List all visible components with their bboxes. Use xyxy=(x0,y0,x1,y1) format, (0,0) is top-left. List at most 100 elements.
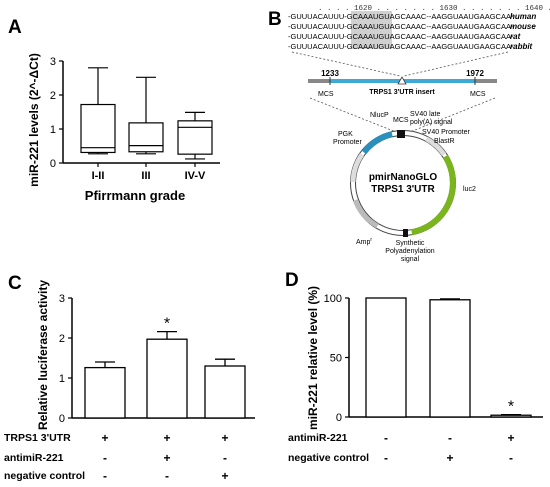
c-y-tick-label: 0 xyxy=(59,413,65,425)
species-human: human xyxy=(510,12,536,21)
a-x-tick-label: IV-V xyxy=(185,170,206,182)
insert-label: TRPS1 3'UTR insert xyxy=(369,89,435,96)
panel-b-plasmid-diagram: B . . . . 1620 . . . . . . . 1630 . . . … xyxy=(268,5,550,263)
luc2-segment xyxy=(411,154,456,236)
feature-synthetic-1: Synthetic xyxy=(396,240,425,247)
a-x-tick-label: III xyxy=(141,170,150,182)
c-condition-label: negative control xyxy=(4,470,85,482)
panel-a-boxplot: A miR-221 levels (2^-ΔCt) Pfirrmann grad… xyxy=(8,17,220,203)
feature-ampr-sup: r xyxy=(370,237,372,243)
c-condition-sign: - xyxy=(165,469,169,483)
synthetic-polya-marker xyxy=(403,229,408,237)
zoom-line-left xyxy=(291,51,401,77)
feature-luc2: luc2 xyxy=(463,186,476,193)
mcs-left-label: MCS xyxy=(318,91,334,98)
feature-ampr-text: Amp xyxy=(356,239,371,246)
vector-bar-left xyxy=(308,79,330,83)
d-condition-sign: - xyxy=(384,451,388,465)
panel-a-letter: A xyxy=(8,17,22,38)
c-significance-star: * xyxy=(164,316,170,333)
panel-a-y-label-text: miR-221 levels (2^-ΔCt) xyxy=(27,53,41,187)
a-y-tick-label: 0 xyxy=(50,158,56,170)
feature-pgk-2: Promoter xyxy=(333,139,362,146)
plasmid-name: pmirNanoGLO xyxy=(369,172,438,183)
sequence-mouse: -GUUUACAUUU-GCAAAUGUAGCAAAC--AAGGUAAUGAA… xyxy=(288,22,514,31)
sequence-human: -GUUUACAUUU-GCAAAUGUAGCAAAC--AAGGUAAUGAA… xyxy=(288,12,514,21)
d-condition-sign: - xyxy=(384,431,388,445)
a-x-tick-label: I-II xyxy=(92,170,105,182)
panel-d-letter: D xyxy=(285,270,299,291)
c-condition-sign: + xyxy=(163,451,170,465)
feature-nlucp: NlucP xyxy=(370,112,389,119)
plasmid-subtitle: TRPS1 3'UTR xyxy=(371,184,435,195)
feature-mcs: MCS xyxy=(393,117,409,124)
mcs-right-label: MCS xyxy=(470,91,486,98)
panel-a-x-label: Pfirrmann grade xyxy=(85,188,185,203)
sequence-rat: -GUUUACAUUU-GCAAAUGUAGCAAAC--AAGGUAAUGAA… xyxy=(288,32,514,41)
a-y-tick-label: 1 xyxy=(50,124,56,136)
c-y-tick-label: 3 xyxy=(59,293,65,305)
c-condition-label: TRPS1 3'UTR xyxy=(4,432,71,444)
feature-sv40-promoter: SV40 Promoter xyxy=(422,129,471,136)
c-condition-label: antimiR-221 xyxy=(4,452,64,464)
c-condition-sign: + xyxy=(221,431,228,445)
feature-ampr: Ampr xyxy=(356,237,372,246)
insert-end-position: 1972 xyxy=(466,69,484,78)
c-bar xyxy=(204,365,246,419)
panel-d-mir221-bars: D miR-221 relative level (%) 0 50 100 * anti… xyxy=(285,270,543,465)
d-condition-sign: + xyxy=(446,451,453,465)
c-condition-sign: + xyxy=(101,431,108,445)
d-condition-sign: - xyxy=(509,451,513,465)
a-y-tick-label: 2 xyxy=(50,90,56,102)
species-mouse: mouse xyxy=(510,22,536,31)
c-condition-sign: - xyxy=(103,469,107,483)
sequence-rabbit: -GUUUACAUUU-GCAAAUGUAGCAAAC--AAGGUAAUGAA… xyxy=(288,42,514,51)
insert-line-right xyxy=(409,97,496,133)
panel-c-y-label: Relative luciferase activity xyxy=(36,280,50,430)
zoom-line-right xyxy=(403,51,509,77)
c-condition-sign: + xyxy=(163,431,170,445)
d-condition-sign: + xyxy=(507,431,514,445)
ampr-segment xyxy=(352,199,379,229)
site-marker-icon xyxy=(397,76,407,85)
blastr-segment xyxy=(425,136,447,157)
d-y-tick-label: 0 xyxy=(336,412,342,424)
d-y-tick-label: 100 xyxy=(324,293,342,305)
vector-bar-right xyxy=(475,79,497,83)
panel-d-y-label: miR-221 relative level (%) xyxy=(306,286,320,430)
sv40-polya-marker xyxy=(397,130,405,138)
a-y-tick-label: 3 xyxy=(50,56,56,68)
d-bar xyxy=(429,299,471,418)
panel-a-y-label: miR-221 levels (2^-ΔCt) xyxy=(27,53,41,187)
nlucp-segment xyxy=(361,131,393,155)
panel-b-letter: B xyxy=(268,9,282,30)
c-bar xyxy=(84,366,126,419)
species-rabbit: rabbit xyxy=(510,42,533,51)
insert-start-position: 1233 xyxy=(321,69,339,78)
feature-sv40-late-2: poly(A) signal xyxy=(410,119,453,126)
c-condition-sign: + xyxy=(221,469,228,483)
alignment-ruler: . . . . 1620 . . . . . . . 1630 . . . . … xyxy=(318,5,550,13)
c-y-tick-label: 2 xyxy=(59,333,65,345)
a-box xyxy=(80,103,116,154)
feature-sv40-late-1: SV40 late xyxy=(410,111,440,118)
panel-c-luciferase-bars: C Relative luciferase activity 0 1 2 3 * TRPS… xyxy=(4,273,255,483)
c-bar xyxy=(146,338,188,419)
d-y-tick-label: 50 xyxy=(330,353,342,365)
c-condition-sign: - xyxy=(223,451,227,465)
c-y-tick-label: 1 xyxy=(59,373,65,385)
d-condition-sign: - xyxy=(448,431,452,445)
feature-synthetic-3: signal xyxy=(401,256,420,263)
d-bar xyxy=(365,297,407,418)
d-condition-label: antimiR-221 xyxy=(288,432,348,444)
pgk-segment xyxy=(350,153,365,183)
a-box xyxy=(128,122,164,153)
insert-line-left xyxy=(309,97,397,133)
species-rat: rat xyxy=(510,32,521,41)
d-significance-star: * xyxy=(508,399,514,416)
panel-c-letter: C xyxy=(8,273,22,294)
feature-synthetic-2: Polyadenylation xyxy=(385,248,435,255)
d-condition-label: negative control xyxy=(288,452,369,464)
feature-pgk-1: PGK xyxy=(338,131,353,138)
